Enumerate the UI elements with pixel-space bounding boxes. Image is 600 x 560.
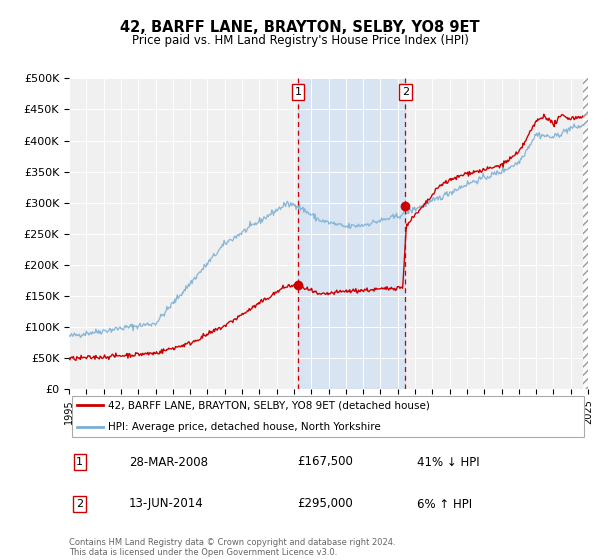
Text: 28-MAR-2008: 28-MAR-2008 bbox=[129, 455, 208, 469]
FancyBboxPatch shape bbox=[71, 396, 584, 437]
Text: 13-JUN-2014: 13-JUN-2014 bbox=[129, 497, 204, 511]
Text: 2: 2 bbox=[76, 499, 83, 509]
Text: 42, BARFF LANE, BRAYTON, SELBY, YO8 9ET: 42, BARFF LANE, BRAYTON, SELBY, YO8 9ET bbox=[120, 20, 480, 35]
Text: Contains HM Land Registry data © Crown copyright and database right 2024.
This d: Contains HM Land Registry data © Crown c… bbox=[69, 538, 395, 557]
Text: 6% ↑ HPI: 6% ↑ HPI bbox=[417, 497, 472, 511]
Text: 42, BARFF LANE, BRAYTON, SELBY, YO8 9ET (detached house): 42, BARFF LANE, BRAYTON, SELBY, YO8 9ET … bbox=[108, 400, 430, 410]
Bar bbox=[583, 78, 588, 389]
Text: £295,000: £295,000 bbox=[297, 497, 353, 511]
Text: £167,500: £167,500 bbox=[297, 455, 353, 469]
Text: HPI: Average price, detached house, North Yorkshire: HPI: Average price, detached house, Nort… bbox=[108, 422, 380, 432]
Text: 41% ↓ HPI: 41% ↓ HPI bbox=[417, 455, 479, 469]
Text: 2: 2 bbox=[402, 87, 409, 97]
Bar bbox=[298, 78, 406, 389]
Text: 1: 1 bbox=[76, 457, 83, 467]
Text: 1: 1 bbox=[295, 87, 301, 97]
Text: Price paid vs. HM Land Registry's House Price Index (HPI): Price paid vs. HM Land Registry's House … bbox=[131, 34, 469, 46]
